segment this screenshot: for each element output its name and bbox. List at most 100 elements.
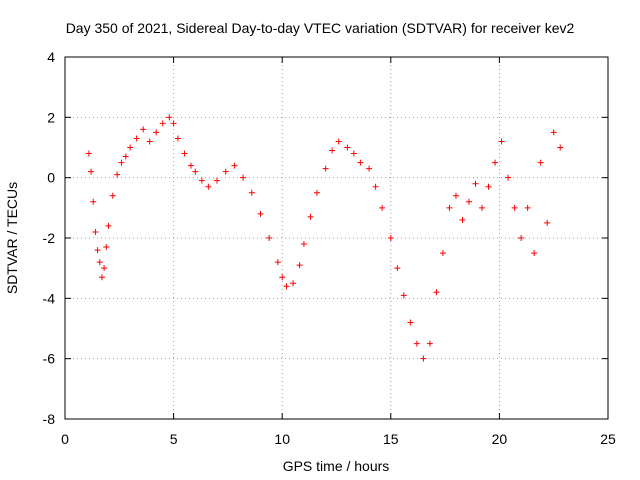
data-point	[544, 219, 551, 226]
data-point	[105, 222, 112, 229]
data-point	[479, 204, 486, 211]
data-point	[92, 228, 99, 235]
data-point	[518, 235, 525, 241]
data-point	[524, 204, 531, 211]
data-point	[159, 120, 166, 127]
data-point	[181, 150, 188, 157]
y-tick-label: -8	[43, 411, 56, 427]
data-point	[109, 192, 116, 199]
x-tick-label: 5	[170, 431, 178, 447]
data-point	[140, 126, 147, 133]
data-point	[205, 183, 212, 190]
data-point	[88, 168, 95, 175]
y-axis-label: SDTVAR / TECUs	[4, 182, 20, 294]
x-tick-labels: 0 5 10 15 20 25	[61, 431, 616, 447]
data-point	[420, 355, 427, 362]
data-point	[266, 235, 273, 241]
data-point	[279, 274, 286, 281]
data-point	[118, 159, 125, 166]
data-point	[146, 138, 153, 145]
data-point	[290, 280, 297, 287]
x-tick-label: 15	[383, 431, 399, 447]
data-point	[300, 241, 307, 248]
data-point	[166, 114, 173, 121]
data-point	[433, 289, 440, 296]
data-point	[485, 183, 492, 190]
data-point	[550, 129, 557, 136]
data-point	[413, 340, 420, 347]
data-point	[357, 159, 364, 166]
data-point	[372, 183, 379, 190]
x-tick-label: 10	[274, 431, 290, 447]
data-point	[96, 259, 103, 266]
data-point	[296, 262, 303, 269]
data-point	[85, 150, 92, 157]
data-point	[240, 174, 247, 181]
y-tick-label: 4	[47, 49, 55, 65]
data-point	[387, 235, 394, 241]
data-point	[439, 250, 446, 257]
data-point	[505, 174, 512, 181]
data-point	[344, 144, 351, 151]
data-point	[465, 198, 472, 205]
data-point	[350, 150, 357, 157]
data-point	[127, 144, 134, 151]
data-point	[329, 147, 336, 154]
data-point	[407, 319, 414, 326]
y-tick-labels: -8 -6 -4 -2 0 2 4	[43, 49, 56, 427]
data-point	[446, 204, 453, 211]
data-point	[170, 120, 177, 127]
data-point	[366, 165, 373, 172]
data-point	[187, 162, 194, 169]
data-point	[274, 259, 281, 266]
y-tick-label: -4	[43, 290, 56, 306]
data-point	[307, 213, 314, 220]
y-tick-label: -2	[43, 230, 56, 246]
data-point	[174, 135, 181, 142]
data-point	[511, 204, 518, 211]
data-point	[313, 189, 320, 196]
data-point	[122, 153, 129, 160]
data-point	[90, 198, 97, 205]
data-point	[283, 283, 290, 290]
chart-title: Day 350 of 2021, Sidereal Day-to-day VTE…	[66, 20, 575, 36]
data-point	[335, 138, 342, 145]
data-point	[101, 265, 108, 272]
data-point	[322, 165, 329, 172]
data-point	[426, 340, 433, 347]
data-point	[257, 210, 264, 217]
data-point	[472, 180, 479, 187]
y-tick-label: 2	[47, 109, 55, 125]
data-point	[198, 177, 205, 184]
data-point	[492, 159, 499, 166]
data-point	[94, 247, 101, 254]
data-point	[394, 265, 401, 272]
data-point	[557, 144, 564, 151]
data-point	[214, 177, 221, 184]
x-tick-label: 0	[61, 431, 69, 447]
data-point	[98, 274, 105, 281]
x-tick-label: 25	[600, 431, 616, 447]
data-point	[537, 159, 544, 166]
x-axis-label: GPS time / hours	[283, 458, 390, 474]
data-point	[452, 192, 459, 199]
data-point	[531, 250, 538, 257]
ticks	[64, 56, 609, 420]
data-point	[379, 204, 386, 211]
data-point	[498, 138, 505, 145]
data-point	[222, 168, 229, 175]
data-point	[114, 171, 121, 178]
y-tick-label: 0	[47, 170, 55, 186]
data-points	[85, 114, 564, 362]
data-point	[192, 168, 199, 175]
data-point	[103, 244, 110, 251]
data-point	[133, 135, 140, 142]
data-point	[459, 216, 466, 223]
data-point	[153, 129, 160, 136]
x-tick-label: 20	[492, 431, 508, 447]
data-point	[231, 162, 238, 169]
y-tick-label: -6	[43, 351, 56, 367]
data-point	[400, 292, 407, 299]
